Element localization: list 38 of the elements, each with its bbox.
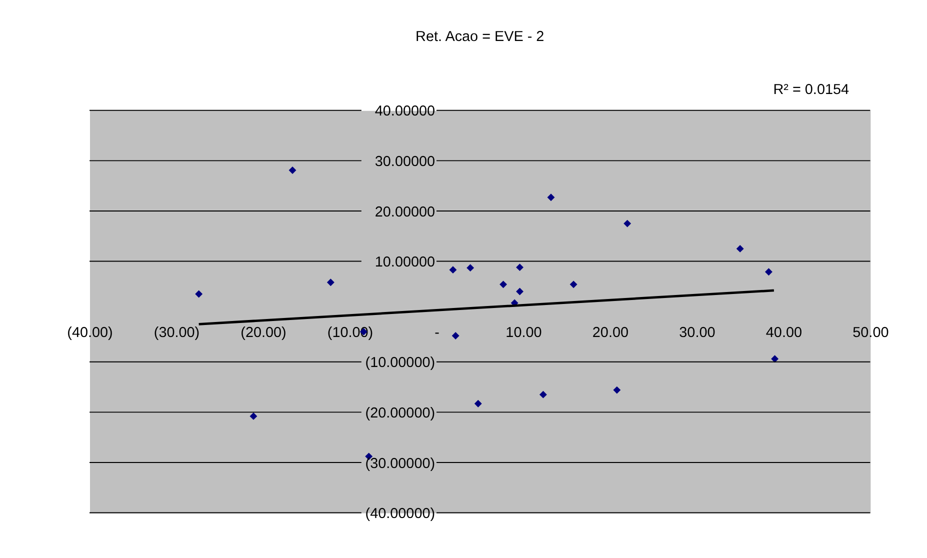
point (771, 355, 779, 363)
point (764, 268, 772, 276)
point (624, 220, 632, 228)
y-tick-label: (10.00000) (365, 355, 436, 372)
point (449, 266, 457, 274)
point (452, 332, 460, 340)
y-tick-label: 30.00000 (374, 154, 436, 170)
point (539, 390, 547, 398)
point (613, 386, 621, 394)
x-tick-label: - (434, 325, 440, 342)
y-tick-label: 40.00000 (374, 104, 436, 120)
y-tick-label: 10.00000 (374, 254, 436, 271)
point (516, 264, 524, 272)
x-tick-label: (40.00) (67, 325, 113, 342)
x-tick-label: (10.00) (327, 325, 374, 342)
point (547, 194, 555, 202)
text: R² = 0.0154 (773, 82, 850, 98)
x-tick-label: 10.00 (506, 325, 542, 342)
point (326, 278, 334, 286)
x-tick-label: 50.00 (852, 325, 889, 342)
point (250, 412, 258, 420)
y-tick-label: (40.00000) (365, 506, 436, 522)
x-tick-label: (30.00) (154, 325, 200, 342)
x-tick-label: 30.00 (679, 325, 716, 342)
point (736, 244, 744, 252)
x-tick-label: 20.00 (592, 325, 629, 342)
chart-title: Ret. Acao = EVE - 2 (416, 29, 544, 46)
point (500, 280, 508, 288)
point (516, 288, 524, 296)
x-tick-label: 40.00 (766, 325, 802, 342)
y-tick-label: 20.00000 (374, 204, 436, 220)
y-tick-label: (30.00000) (365, 456, 436, 472)
y-tick-label: (20.00000) (365, 405, 436, 422)
point (570, 280, 578, 288)
point (195, 290, 203, 298)
point (466, 264, 474, 272)
x-tick-label: (20.00) (240, 325, 286, 342)
point (474, 400, 482, 408)
